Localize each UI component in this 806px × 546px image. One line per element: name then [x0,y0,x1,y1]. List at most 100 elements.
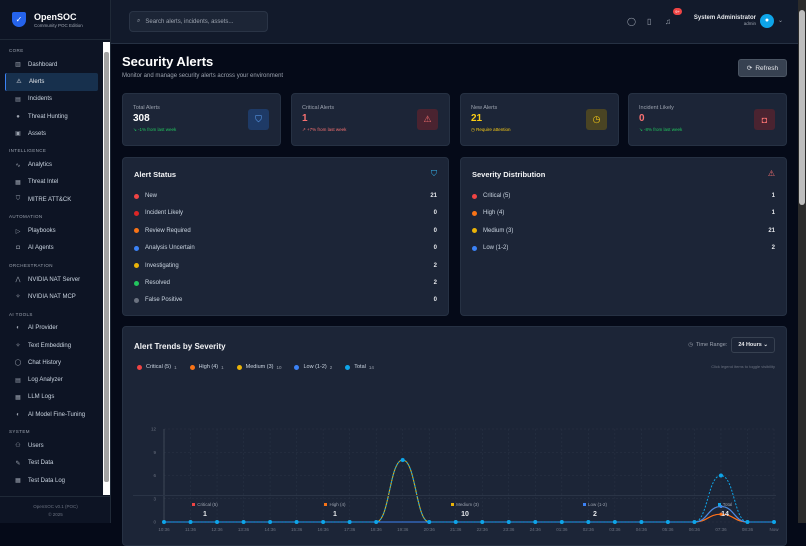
data-point [241,520,246,524]
sidebar-scrollbar[interactable] [103,42,110,495]
chat-icon[interactable]: ◯ [627,17,636,26]
row-label: Low (1-2) [483,245,509,252]
bell-icon[interactable]: ♫ [665,17,671,26]
sidebar-item-label: Dashboard [28,61,58,68]
status-row: Critical (5) 1 [472,191,775,201]
sidebar-item-analytics[interactable]: ∿ Analytics [5,156,98,173]
row-value: 21 [430,193,437,199]
sidebar-section-label: CORE [9,48,24,53]
play-icon: ▷ [15,228,21,235]
database-icon: ▦ [15,478,21,485]
data-point [533,520,538,524]
stat-value: 0 [639,113,645,124]
sidebar-item-ai-provider[interactable]: ◐ AI Provider [5,320,98,337]
legend-item[interactable]: Critical (5) 1 [137,364,177,370]
avatar[interactable]: ● [760,14,774,28]
refresh-button[interactable]: ⟳ Refresh [738,59,787,77]
file-icon: ▤ [15,377,21,384]
sidebar-item-playbooks[interactable]: ▷ Playbooks [5,222,98,239]
sidebar-item-label: NVIDIA NAT Server [28,276,81,283]
stat-label: Critical Alerts [302,105,335,111]
sidebar-item-mitre-att-ck[interactable]: ⛉ MITRE ATT&CK [5,191,98,208]
row-value: 1 [771,193,775,199]
data-point [374,520,379,524]
user-role: admin [743,21,756,26]
summary-value: 10 [461,511,469,518]
sidebar-footer: OpenSOC v0.1 (POC) © 2025 [0,496,111,523]
search-input[interactable]: ⌕ Search alerts, incidents, assets... [129,11,268,32]
row-label: Review Required [145,227,191,234]
status-row: Incident Likely 0 [134,208,437,218]
status-row: Resolved 2 [134,278,437,288]
sidebar-item-llm-logs[interactable]: ▦ LLM Logs [5,389,98,406]
sidebar-item-label: Playbooks [28,228,56,235]
legend-item[interactable]: Total 14 [345,364,374,370]
x-tick-label: 07:36 [715,527,727,532]
sidebar-item-log-analyzer[interactable]: ▤ Log Analyzer [5,371,98,388]
x-tick-label: 03:36 [609,527,621,532]
status-dot [472,245,477,251]
file-icon: ▤ [15,96,21,103]
legend-dot [137,364,142,370]
sidebar-item-nvidia-nat-server[interactable]: ⋀ NVIDIA NAT Server [5,271,98,288]
x-tick-label: 02:36 [583,527,595,532]
sidebar-item-ai-agents[interactable]: ◘ AI Agents [5,240,98,257]
sidebar-item-chat-history[interactable]: ◯ Chat History [5,354,98,371]
sidebar-item-threat-hunting[interactable]: ● Threat Hunting [5,108,98,125]
data-point [639,520,644,524]
sidebar-item-test-data-log[interactable]: ▦ Test Data Log [5,472,98,489]
sidebar-item-test-data[interactable]: ✎ Test Data [5,455,98,472]
x-tick-label: 01:36 [556,527,568,532]
stat-trend: ↘ -8% from last week [639,127,683,132]
severity-title: Severity Distribution [472,170,546,179]
page-scroll-thumb[interactable] [799,10,805,205]
legend-count: 1 [221,364,224,370]
page-scrollbar[interactable] [798,0,806,523]
sidebar-item-users[interactable]: ⚇ Users [5,437,98,454]
legend-label: Medium (3) [245,364,274,370]
legend-label: High (4) [198,364,219,370]
row-value: 0 [433,227,437,234]
data-point [215,520,220,524]
legend-count: 14 [368,364,374,370]
row-label: New [145,193,158,199]
sidebar-scroll-thumb[interactable] [104,52,109,482]
legend-item[interactable]: High (4) 1 [189,364,224,370]
alert-trends-panel: Alert Trends by Severity ◷ Time Range: 2… [122,326,787,546]
alert-triangle-icon: ⚠ [767,169,775,178]
summary-item: Medium (3) 10 [415,502,515,518]
sidebar-item-assets[interactable]: ▣ Assets [5,125,98,142]
legend-item[interactable]: Low (1-2) 2 [294,364,332,370]
brand-title: OpenSOC [34,11,77,22]
row-label: Analysis Uncertain [145,245,195,252]
sidebar-item-alerts[interactable]: ⚠ Alerts [5,73,98,91]
sidebar-item-label: Analytics [28,162,53,169]
book-icon[interactable]: ▯ [647,17,652,26]
data-point [745,520,750,524]
sidebar-item-ai-model-fine-tuning[interactable]: ◐ AI Model Fine-Tuning [5,406,98,423]
legend-label: Critical (5) [146,364,172,370]
sidebar-item-dashboard[interactable]: ▥ Dashboard [5,56,98,73]
users-icon: ⚇ [15,443,21,450]
chevron-down-icon[interactable]: ⌄ [778,18,784,24]
y-tick-label: 6 [153,473,156,478]
shield-icon: ⛉ [15,196,21,203]
summary-item: Low (1-2) 2 [545,502,645,518]
legend-item[interactable]: Medium (3) 10 [236,364,281,370]
x-tick-label: 19:36 [397,527,409,532]
status-dot [134,245,139,251]
sidebar-item-text-embedding[interactable]: ✧ Text Embedding [5,337,98,354]
legend-count: 1 [174,364,177,370]
sidebar: ✓ OpenSOC Community POC Edition CORE ▥ Das… [0,0,111,523]
user-menu[interactable]: System Administrator admin [694,15,756,26]
sidebar-item-label: NVIDIA NAT MCP [28,293,76,300]
shield-icon: ⛉ [431,169,437,178]
time-range-select[interactable]: 24 Hours ⌄ [731,337,775,353]
status-dot [134,193,139,199]
summary-label: Low (1-2) [587,502,607,507]
network-icon: ⋀ [15,277,21,284]
stat-card: Total Alerts 308 ↘ -1% from last week ⛉ [122,93,281,146]
sidebar-item-threat-intel[interactable]: ▦ Threat Intel [5,174,98,191]
sidebar-item-nvidia-nat-mcp[interactable]: ✧ NVIDIA NAT MCP [5,288,98,305]
sidebar-item-incidents[interactable]: ▤ Incidents [5,91,98,108]
